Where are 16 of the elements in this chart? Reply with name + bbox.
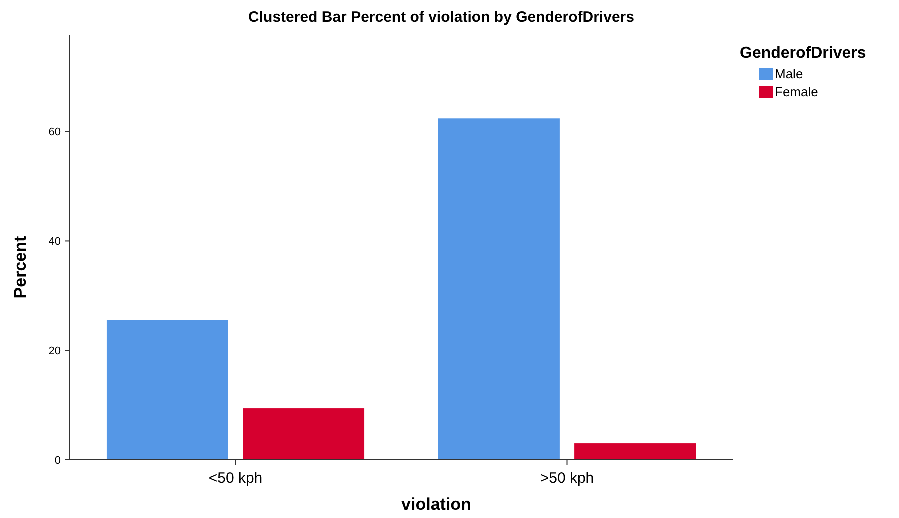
- y-tick-label: 20: [48, 345, 61, 358]
- bar: [106, 319, 230, 460]
- y-tick-label: 40: [48, 236, 61, 248]
- bar: [242, 408, 366, 460]
- y-tick-label: 0: [54, 454, 61, 467]
- x-tick-label: >50 kph: [540, 470, 594, 487]
- bar: [437, 118, 561, 460]
- chart-title: Clustered Bar Percent of violation by GenderofDrivers: [248, 9, 634, 26]
- x-tick-label: <50 kph: [208, 470, 263, 487]
- bar: [574, 442, 698, 460]
- y-axis-title: Percent: [11, 236, 30, 299]
- y-tick-label: 60: [48, 126, 61, 139]
- legend-label: Female: [775, 84, 818, 100]
- legend-label: Male: [775, 66, 804, 82]
- legend-title: GenderofDrivers: [740, 45, 866, 62]
- x-axis-title: violation: [402, 495, 472, 514]
